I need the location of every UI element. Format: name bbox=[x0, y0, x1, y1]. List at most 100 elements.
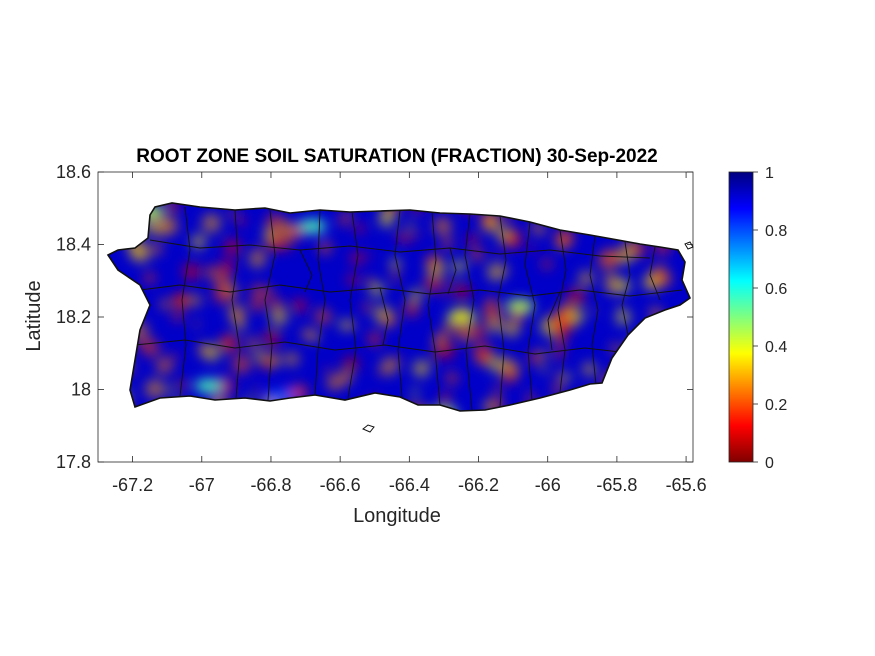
dry-spot bbox=[298, 219, 327, 234]
saturation-cell bbox=[203, 344, 221, 362]
colorbar-tick-label: 1 bbox=[765, 165, 774, 182]
saturation-cell bbox=[642, 273, 661, 291]
saturation-cell bbox=[155, 356, 173, 375]
saturation-cell bbox=[411, 230, 420, 239]
saturation-cell bbox=[350, 251, 364, 265]
dry-spot bbox=[447, 310, 476, 324]
saturation-cell bbox=[182, 262, 201, 282]
saturation-cell bbox=[504, 361, 520, 377]
colorbar-tick-label: 0 bbox=[765, 455, 774, 472]
saturation-cell bbox=[445, 371, 459, 385]
saturation-cell bbox=[234, 319, 246, 331]
saturation-cell bbox=[433, 216, 452, 236]
saturation-cell bbox=[605, 270, 616, 282]
x-tick-label: -67 bbox=[189, 475, 215, 495]
saturation-cell bbox=[439, 392, 452, 405]
y-axis-label: Latitude bbox=[23, 280, 45, 351]
saturation-cell bbox=[193, 320, 200, 328]
saturation-cell bbox=[189, 294, 202, 307]
saturation-cell bbox=[172, 310, 184, 322]
saturation-cell bbox=[281, 240, 293, 252]
saturation-cell bbox=[390, 257, 401, 269]
saturation-cell bbox=[369, 282, 385, 297]
y-tick-label: 18 bbox=[71, 380, 91, 400]
x-tick-label: -67.2 bbox=[112, 475, 153, 495]
saturation-cell bbox=[143, 271, 156, 285]
saturation-cell bbox=[548, 314, 566, 331]
saturation-cell bbox=[443, 321, 456, 334]
saturation-cell bbox=[215, 376, 235, 397]
saturation-cell bbox=[528, 244, 535, 252]
colorbar-tick-label: 0.6 bbox=[765, 281, 787, 298]
saturation-cell bbox=[466, 233, 479, 246]
saturation-cell bbox=[469, 247, 484, 262]
saturation-cell bbox=[337, 370, 353, 386]
caja-de-muertos-islet bbox=[362, 424, 375, 433]
saturation-cell bbox=[207, 264, 216, 272]
colorbar-tick-label: 0.8 bbox=[765, 223, 787, 240]
x-axis-label: Longitude bbox=[353, 505, 441, 527]
saturation-cell bbox=[561, 372, 571, 382]
island-coastline bbox=[106, 202, 691, 412]
saturation-cell bbox=[292, 298, 307, 313]
saturation-cell bbox=[441, 237, 454, 250]
saturation-cell bbox=[301, 328, 314, 341]
saturation-cell bbox=[324, 367, 332, 374]
saturation-cell bbox=[380, 357, 399, 376]
x-tick-label: -65.8 bbox=[596, 475, 637, 495]
saturation-cell bbox=[342, 355, 360, 373]
saturation-cell bbox=[165, 386, 174, 394]
saturation-cell bbox=[431, 353, 440, 362]
x-axis: -67.2 -67 -66.8 -66.6 -66.4 -66.2 -66 -65.8 -65.… bbox=[112, 172, 707, 495]
saturation-cell bbox=[339, 319, 350, 331]
saturation-cell bbox=[452, 259, 466, 274]
saturation-cell bbox=[249, 295, 266, 312]
saturation-cell bbox=[245, 337, 259, 350]
saturation-cell bbox=[658, 273, 672, 287]
dry-spot bbox=[506, 299, 535, 314]
offshore-islets bbox=[362, 241, 694, 433]
saturation-cell bbox=[618, 304, 625, 311]
saturation-cell bbox=[395, 231, 404, 240]
saturation-cell bbox=[284, 351, 300, 367]
saturation-cell bbox=[231, 354, 252, 375]
saturation-cell bbox=[251, 283, 264, 297]
y-tick-label: 18.2 bbox=[56, 307, 91, 327]
colorbar-tick-label: 0.2 bbox=[765, 397, 787, 414]
saturation-cell bbox=[409, 288, 423, 303]
saturation-cell bbox=[277, 219, 287, 229]
x-tick-label: -66.4 bbox=[389, 475, 430, 495]
saturation-cell bbox=[228, 305, 246, 323]
saturation-cell bbox=[270, 307, 288, 326]
saturation-cell bbox=[269, 297, 284, 312]
x-tick-label: -66.6 bbox=[320, 475, 361, 495]
saturation-cell bbox=[176, 379, 189, 391]
saturation-cell bbox=[528, 350, 543, 365]
saturation-cell bbox=[403, 300, 420, 317]
saturation-cell bbox=[263, 228, 277, 242]
saturation-cell bbox=[541, 258, 553, 270]
saturation-cell bbox=[477, 351, 493, 366]
map-plot-area: -67.2 -67 -66.8 -66.6 -66.4 -66.2 -66 -65.8 -65.… bbox=[23, 162, 707, 527]
x-tick-label: -66.8 bbox=[250, 475, 291, 495]
x-tick-label: -65.6 bbox=[666, 475, 707, 495]
saturation-cell bbox=[346, 273, 359, 286]
saturation-cell bbox=[553, 334, 567, 348]
saturation-cell bbox=[457, 323, 476, 343]
culebra-vieques-fragment bbox=[684, 241, 694, 250]
saturation-cell bbox=[590, 307, 597, 314]
saturation-cell bbox=[254, 245, 262, 253]
saturation-cell bbox=[349, 322, 356, 329]
saturation-cell bbox=[201, 213, 222, 233]
saturation-cell bbox=[405, 221, 414, 230]
chart-title: ROOT ZONE SOIL SATURATION (FRACTION) 30-… bbox=[136, 146, 658, 167]
saturation-cell bbox=[390, 276, 399, 284]
saturation-cell bbox=[190, 234, 207, 250]
saturation-cell bbox=[491, 325, 500, 333]
y-axis: 18.6 18.4 18.2 18 17.8 bbox=[56, 162, 693, 472]
saturation-cell bbox=[248, 250, 267, 268]
saturation-cell bbox=[425, 253, 441, 269]
saturation-cell bbox=[378, 211, 395, 228]
saturation-cell bbox=[236, 215, 246, 226]
